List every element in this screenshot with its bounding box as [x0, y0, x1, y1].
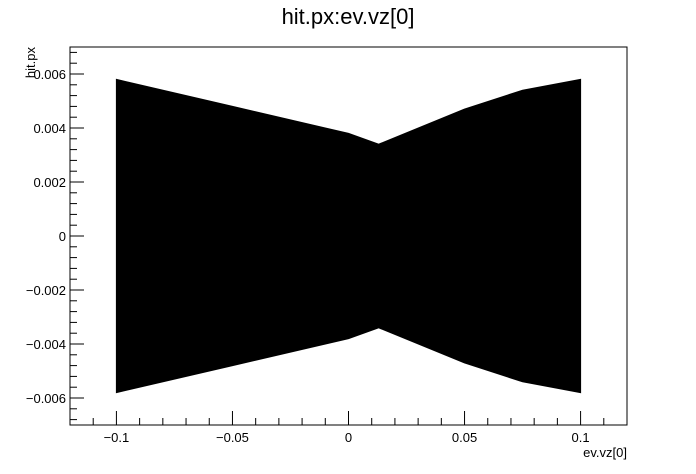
- x-tick-label: 0: [345, 430, 352, 445]
- y-tick-label: 0: [59, 229, 66, 244]
- plot-frame: [69, 46, 628, 426]
- chart-title: hit.px:ev.vz[0]: [282, 4, 415, 29]
- x-tick-label: −0.1: [104, 430, 130, 445]
- y-tick-label: 0.002: [33, 175, 66, 190]
- x-tick-label: −0.05: [216, 430, 249, 445]
- x-axis: −0.1 −0.05 0 0.05 0.1: [69, 411, 628, 445]
- x-tick-label: 0.1: [572, 430, 590, 445]
- x-axis-label: ev.vz[0]: [583, 445, 627, 460]
- scatter-point-cloud: [115, 78, 582, 394]
- y-tick-label: −0.002: [26, 283, 66, 298]
- y-tick-label: −0.006: [26, 391, 66, 406]
- plot-area: [115, 78, 582, 394]
- y-tick-label: 0.006: [33, 67, 66, 82]
- y-axis: −0.006 −0.004 −0.002 0 0.002 0.004 0.006: [26, 51, 84, 421]
- x-tick-label: 0.05: [452, 430, 477, 445]
- y-tick-label: 0.004: [33, 121, 66, 136]
- y-tick-label: −0.004: [26, 337, 66, 352]
- y-axis-label: hit.px: [23, 47, 38, 79]
